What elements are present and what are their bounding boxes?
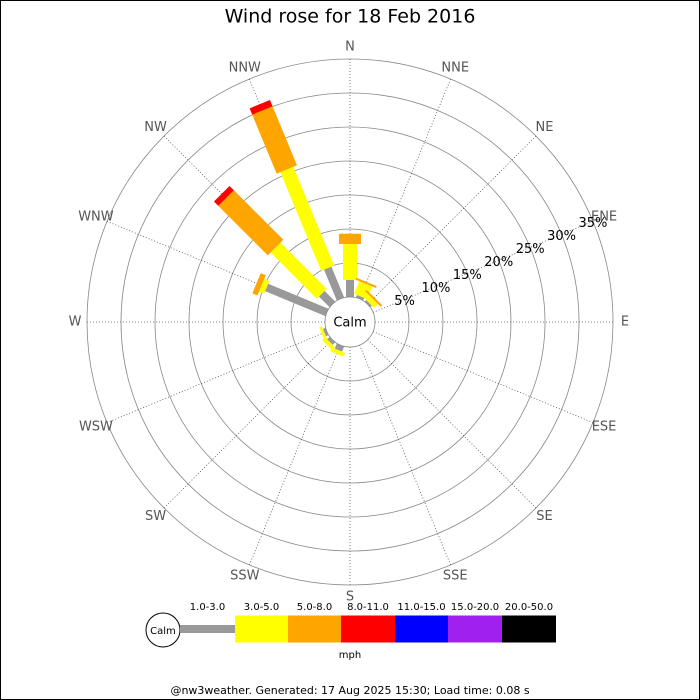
direction-label: SSW [230,569,260,584]
legend-swatch [288,615,341,643]
rose-segment [319,326,328,341]
legend-swatch [180,625,235,633]
rose-segment [218,190,284,256]
rose-segment [280,166,335,271]
r-tick-label: 10% [421,281,450,296]
rose-segment [346,280,354,297]
direction-label: NNE [441,60,469,75]
rose-segment [322,327,329,337]
legend-swatch [502,615,556,643]
direction-label: ESE [592,420,617,435]
r-tick-label: 30% [547,229,576,244]
legend-label: 20.0-50.0 [505,602,553,613]
rose-segment [265,283,329,317]
rose-segment [355,277,377,289]
r-tick-label: 15% [453,268,482,283]
legend-swatch [235,615,288,643]
rose-segment [213,185,234,206]
grid-ring [154,126,546,518]
spoke [367,135,537,305]
spoke [106,331,328,424]
rose-segment [249,99,273,115]
spoke [372,331,594,424]
rose-segment [364,294,378,308]
legend-label: 5.0-8.0 [297,602,332,613]
legend-swatch [341,615,395,643]
rose-segment [365,289,383,307]
rose-segment [252,273,261,294]
rose-segment [252,106,297,174]
r-tick-label: 20% [484,255,513,270]
rose-segment [355,294,365,301]
spoke [163,339,333,509]
r-tick-label: 25% [516,242,545,257]
grid-ring [256,228,444,416]
rose-segment [343,243,357,280]
legend-label: 1.0-3.0 [190,602,225,613]
spoke [359,78,452,300]
legend-label: 11.0-15.0 [397,602,445,613]
direction-label: NW [144,120,167,135]
rose-segment [330,347,345,357]
calm-circle [324,296,376,348]
rose-segment [258,278,270,294]
direction-label: WNW [78,209,114,224]
rose-segment [364,300,372,308]
direction-label: NE [535,120,553,135]
direction-label: W [69,315,82,330]
legend-label: 3.0-5.0 [244,602,279,613]
direction-label: SW [145,509,166,524]
legend-unit: mph [339,650,361,661]
rose-segment [252,273,266,296]
r-tick-label: 5% [394,294,415,309]
rose-segment [270,242,327,299]
spoke [372,220,594,313]
footer: @nw3weather. Generated: 17 Aug 2025 15:3… [170,684,529,697]
legend-swatch [395,615,448,643]
rose-segment [327,336,336,345]
r-tick-label: 35% [579,216,608,231]
rose-segment [334,343,345,352]
rose-segment [318,290,336,308]
legend-label: 8.0-11.0 [347,602,389,613]
calm-label: Calm [333,316,366,331]
legend-swatch [448,615,502,643]
direction-label: WSW [79,420,113,435]
rose-segment [323,266,345,301]
rose-segment [322,337,335,350]
spoke [367,339,537,509]
spoke [248,344,341,566]
direction-label: NNW [229,60,261,75]
spoke [359,344,452,566]
direction-label: E [621,315,629,330]
rose-segment [339,233,361,244]
direction-label: ENE [591,209,617,224]
direction-label: N [345,40,355,55]
chart-title: Wind rose for 18 Feb 2016 [225,6,476,28]
legend-calm-label: Calm [150,626,176,637]
legend-label: 15.0-20.0 [451,602,499,613]
direction-label: SSE [443,569,468,584]
direction-label: SE [536,509,552,524]
direction-label: S [346,590,354,605]
